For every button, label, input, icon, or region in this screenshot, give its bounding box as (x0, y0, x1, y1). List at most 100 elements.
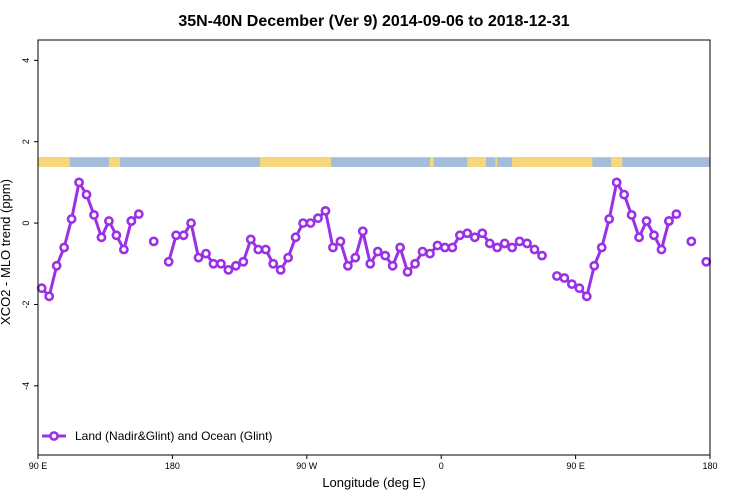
data-point (148, 236, 159, 247)
data-point (223, 264, 234, 275)
data-point (96, 232, 107, 243)
data-point (320, 205, 331, 216)
data-point (581, 291, 592, 302)
data-point (641, 216, 652, 226)
data-point (537, 250, 547, 261)
data-point (574, 283, 585, 294)
y-tick-label: 0 (21, 221, 31, 226)
data-point (410, 258, 420, 269)
data-point (619, 189, 630, 200)
data-point (44, 291, 55, 302)
legend: Land (Nadir&Glint) and Ocean (Glint) (42, 429, 272, 443)
data-point (290, 232, 301, 243)
y-tick-label: -4 (21, 382, 31, 390)
data-point (462, 228, 473, 239)
data-point (529, 244, 540, 255)
plot-frame (37, 39, 711, 456)
data-point (454, 230, 465, 241)
x-tick-label: 180 (165, 461, 180, 471)
data-point (74, 177, 84, 188)
data-point (89, 210, 99, 220)
data-point (216, 258, 226, 269)
data-point (559, 273, 570, 283)
data-point (268, 258, 279, 269)
data-point (387, 260, 398, 271)
legend-label: Land (Nadir&Glint) and Ocean (Glint) (75, 429, 272, 443)
data-point (432, 240, 443, 251)
data-point (104, 216, 114, 226)
data-point (492, 242, 503, 253)
x-axis-label: Longitude (deg E) (322, 475, 425, 490)
data-point (275, 264, 286, 275)
data-point (313, 213, 323, 224)
x-axis: 90 E 180 90 W 0 90 E 180 (29, 455, 718, 471)
data-point (447, 242, 458, 253)
land-segment (260, 157, 332, 167)
data-point (163, 256, 174, 267)
data-point (626, 210, 637, 220)
data-point (469, 232, 480, 243)
land-segment (467, 157, 486, 167)
data-point (477, 228, 488, 239)
x-tick-label: 90 E (29, 461, 48, 471)
data-point (260, 244, 271, 255)
data-point (395, 242, 406, 253)
data-point (514, 236, 525, 247)
data-point (417, 246, 428, 257)
y-tick-label: 4 (21, 58, 31, 63)
data-point (380, 250, 391, 261)
data-point (365, 258, 376, 269)
data-point (208, 258, 219, 269)
data-point (111, 230, 122, 241)
land-segment (430, 157, 434, 167)
legend-marker (49, 431, 59, 441)
data-point (604, 214, 615, 224)
data-point (634, 232, 644, 243)
data-point (305, 218, 316, 228)
x-tick-label: 180 (702, 461, 717, 471)
x-tick-label: 90 W (296, 461, 318, 471)
data-point (507, 242, 518, 253)
data-point (484, 238, 495, 249)
series-land-ocean (36, 177, 712, 302)
data-point (552, 271, 562, 281)
data-point (649, 230, 659, 241)
data-point (201, 248, 211, 259)
data-point (611, 177, 622, 188)
data-point (81, 189, 92, 200)
y-tick-label: 2 (21, 139, 31, 144)
land-segment (495, 157, 498, 167)
data-point (589, 260, 600, 271)
data-point (499, 238, 510, 249)
y-tick-label: -2 (21, 300, 31, 308)
data-point (357, 226, 368, 237)
data-point (402, 267, 413, 277)
data-point (656, 244, 667, 255)
data-point (664, 216, 674, 226)
land-segment (38, 157, 70, 167)
y-axis: -4 -2 0 2 4 (21, 58, 38, 390)
data-point (253, 244, 264, 255)
data-point (178, 230, 189, 241)
data-point (328, 242, 338, 253)
land-segment (108, 157, 121, 167)
data-point (425, 248, 435, 259)
data-point (350, 252, 361, 263)
land-sea-band (38, 157, 710, 167)
data-point (66, 214, 77, 224)
data-point (118, 244, 129, 255)
data-point (686, 236, 697, 247)
data-point (440, 242, 450, 253)
chart-title: 35N-40N December (Ver 9) 2014-09-06 to 2… (178, 13, 569, 30)
data-point (522, 238, 532, 249)
data-point (171, 230, 182, 241)
data-point (59, 242, 70, 253)
x-tick-label: 90 E (566, 461, 585, 471)
data-point (126, 216, 137, 226)
data-point (133, 209, 144, 220)
data-point (372, 246, 383, 257)
data-point (245, 234, 256, 245)
data-point (701, 256, 712, 267)
data-point (298, 218, 308, 228)
